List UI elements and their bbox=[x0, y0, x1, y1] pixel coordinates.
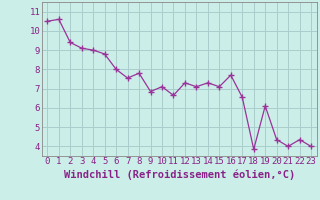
X-axis label: Windchill (Refroidissement éolien,°C): Windchill (Refroidissement éolien,°C) bbox=[64, 169, 295, 180]
